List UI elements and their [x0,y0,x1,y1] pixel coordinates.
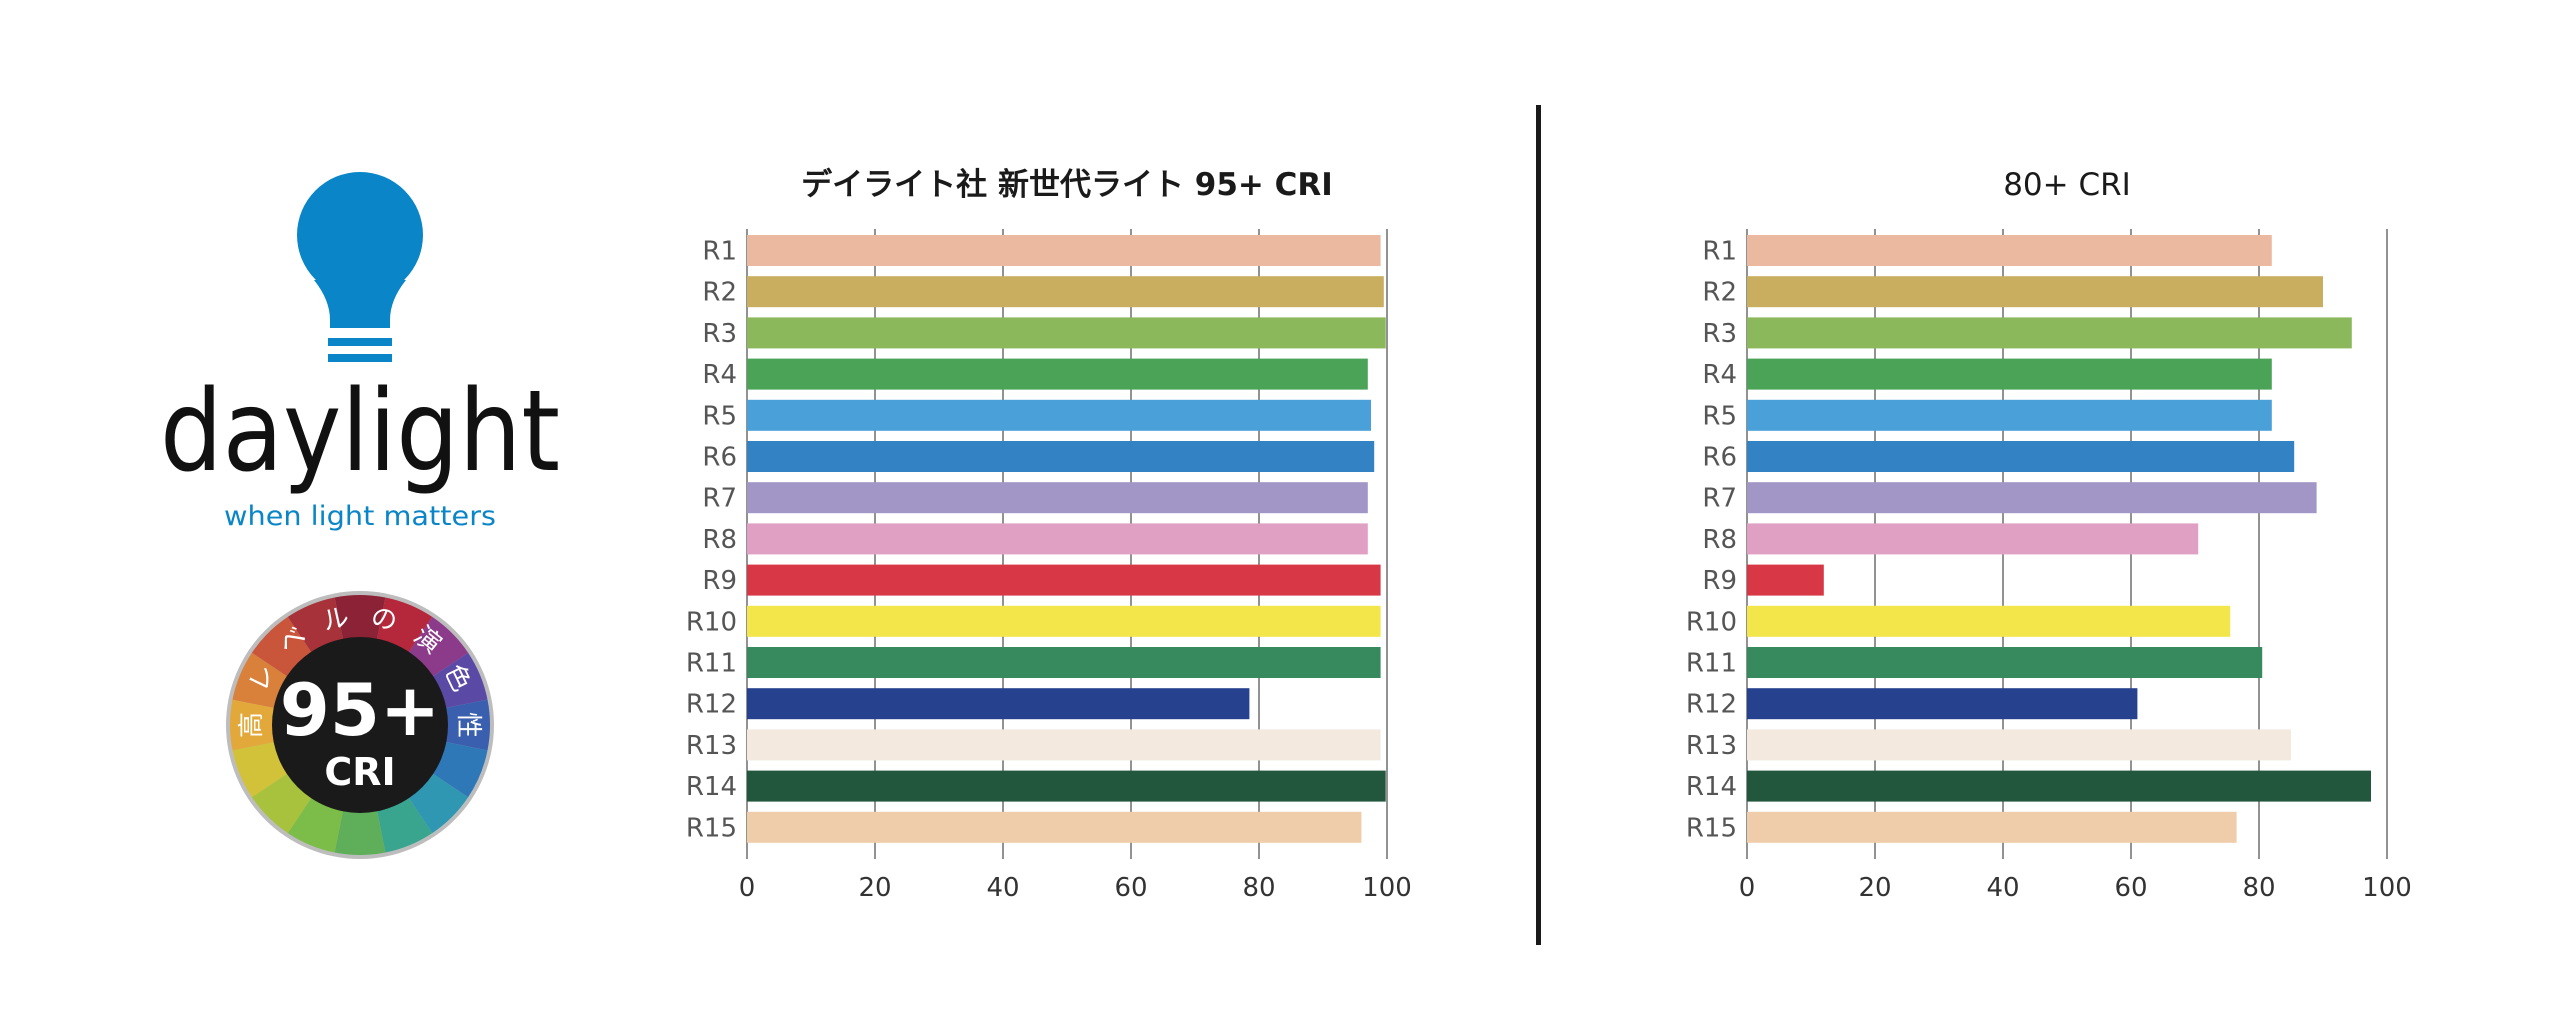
category-label: R3 [1702,319,1737,349]
category-label: R11 [1686,649,1737,679]
bar [1747,770,2371,802]
category-label: R7 [702,484,737,514]
x-tick-label: 80 [2242,873,2275,903]
bar [1747,729,2291,761]
bar [1747,564,1824,596]
bar [1747,399,2272,431]
badge-ring-char: 高 [237,712,267,738]
category-label: R3 [702,319,737,349]
bar [747,276,1384,308]
bar [1747,688,2138,720]
category-label: R9 [1702,566,1737,596]
x-tick-label: 60 [1114,873,1147,903]
x-tick-label: 60 [2114,873,2147,903]
x-tick-label: 0 [739,873,756,903]
category-label: R10 [686,607,737,637]
badge-big-text: 95+ [280,668,441,752]
x-tick-label: 20 [858,873,891,903]
bar [747,235,1381,266]
bar [1747,605,2231,637]
bar [747,399,1371,431]
bar [747,564,1381,596]
bulb-icon [297,172,423,362]
bar [747,647,1381,678]
badge-ring-char: 性 [453,712,483,738]
category-label: R15 [1686,813,1737,843]
bar [747,811,1362,843]
category-label: R6 [1702,443,1737,473]
category-label: R5 [702,401,737,431]
bar-chart-80-cri: 80+ CRI 0 20 40 60 80 100 R1 R2 R3 R4 R5 R6 R7 R8 R9 R10… [1686,167,2412,903]
bar [747,729,1381,761]
category-label: R13 [686,731,737,761]
bar [1747,482,2317,514]
category-label: R12 [1686,690,1737,720]
category-label: R10 [1686,607,1737,637]
chart-80-cri: 80+ CRI 0 20 40 60 80 100 R1 R2 R3 R4 R5 R6 R7 R8 R9 R10… [1640,150,2440,914]
category-label: R12 [686,690,737,720]
brand-panel: daylight when light matters 高レベルの演色性 95+ C… [130,170,600,890]
x-tick-label: 100 [1362,873,1412,903]
category-label: R13 [1686,731,1737,761]
category-label: R6 [702,443,737,473]
badge-small-text: CRI [324,750,395,794]
category-label: R14 [1686,772,1737,802]
category-label: R11 [686,649,737,679]
category-label: R5 [1702,401,1737,431]
chart-95-cri: デイライト社 新世代ライト 95+ CRI 0 20 40 60 80 100 R1 R2 R3 R… [640,150,1440,914]
bar [747,688,1250,720]
badge-ring-char: の [368,602,400,637]
bar [1747,441,2295,472]
bar [1747,523,2199,555]
bar [1747,647,2263,678]
category-label: R9 [702,566,737,596]
x-tick-label: 20 [1858,873,1891,903]
category-label: R1 [1702,237,1737,267]
category-label: R15 [686,813,737,843]
bar [747,317,1386,349]
chart-title: 80+ CRI [2003,167,2131,203]
divider [1536,105,1541,945]
category-label: R2 [702,278,737,308]
chart-title: デイライト社 新世代ライト 95+ CRI [801,167,1333,203]
x-tick-label: 40 [1986,873,2019,903]
bar [1747,235,2272,266]
bar [1747,317,2352,349]
badge-center [272,637,448,813]
x-tick-label: 100 [2362,873,2412,903]
bar [1747,811,2237,843]
category-label: R8 [1702,525,1737,555]
category-label: R4 [1702,360,1737,390]
category-label: R14 [686,772,737,802]
brand-tagline: when light matters [224,501,496,532]
bar [747,358,1368,390]
category-label: R4 [702,360,737,390]
category-label: R7 [1702,484,1737,514]
bar [747,770,1386,802]
badge-ring-char: ル [320,602,352,637]
x-tick-label: 0 [1739,873,1756,903]
bar [1747,358,2272,390]
category-label: R1 [702,237,737,267]
bar [747,523,1368,555]
x-tick-label: 40 [986,873,1019,903]
category-label: R8 [702,525,737,555]
bar-chart-95-cri: デイライト社 新世代ライト 95+ CRI 0 20 40 60 80 100 R1 R2 R3 R… [686,167,1412,903]
x-tick-label: 80 [1242,873,1275,903]
category-label: R2 [1702,278,1737,308]
brand-name: daylight [160,367,560,497]
bar [747,605,1381,637]
bar [1747,276,2323,308]
bar [747,441,1375,472]
bar [747,482,1368,514]
